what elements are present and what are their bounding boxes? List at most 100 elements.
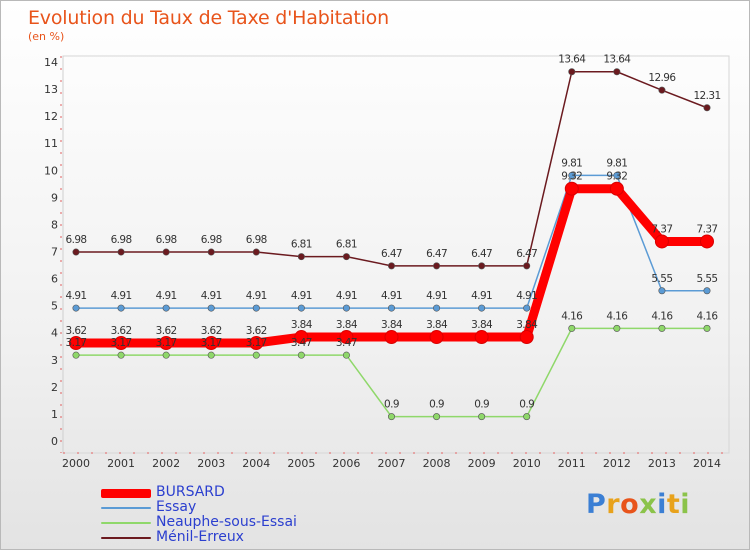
y-tick-label: 9 [51,191,58,204]
data-point [72,351,80,359]
data-point [297,351,305,359]
logo-letter: o [620,489,640,520]
data-point [114,336,129,351]
data-point [568,68,576,76]
y-tick-label: 5 [51,300,58,313]
data-label: 7.37 [651,223,672,235]
data-point [658,86,666,94]
data-point [249,336,264,351]
data-point [474,330,489,345]
y-tick-label: 7 [51,246,58,259]
data-point [207,304,215,312]
data-label: 6.81 [291,239,312,251]
data-label: 0.9 [519,399,534,411]
data-point [703,287,711,295]
data-point [159,336,174,351]
x-tick-label: 2002 [152,457,180,470]
data-label: 3.62 [201,325,222,337]
data-label: 4.91 [381,290,402,302]
data-point [297,304,305,312]
data-label: 3.62 [66,325,87,337]
data-point [478,262,486,270]
data-point [387,304,395,312]
x-tick-label: 2006 [332,457,360,470]
data-point [613,68,621,76]
y-tick-label: 3 [51,354,58,367]
data-label: 6.98 [201,234,222,246]
data-point [700,234,714,249]
data-label: 4.91 [426,290,447,302]
data-label: 4.16 [697,310,719,322]
legend-label: Essay [156,499,197,515]
data-point [658,324,666,332]
data-label: 6.98 [111,234,132,246]
data-label: 6.47 [381,248,402,260]
legend-swatch [101,522,151,524]
x-tick-label: 2000 [62,457,90,470]
data-label: 6.47 [426,248,447,260]
data-label: 3.17 [156,337,177,349]
data-label: 0.9 [474,399,489,411]
data-point [297,253,305,261]
data-label: 3.62 [156,325,177,337]
data-point [342,351,350,359]
data-point [69,336,83,351]
data-label: 3.84 [381,319,403,331]
data-point [117,304,125,312]
x-tick-label: 2011 [558,457,586,470]
data-label: 5.55 [697,273,718,285]
x-tick-label: 2008 [423,457,451,470]
data-label: 12.96 [648,72,676,84]
data-label: 4.16 [651,310,673,322]
data-label: 7.37 [697,223,718,235]
data-label: 4.16 [606,310,628,322]
data-label: 3.84 [291,319,313,331]
data-point [162,351,170,359]
x-tick-label: 2003 [197,457,225,470]
x-tick-label: 2010 [513,457,541,470]
data-point [384,330,399,345]
data-point [387,413,395,421]
data-point [252,304,260,312]
data-point [523,262,531,270]
data-label: 4.91 [66,290,87,302]
legend-swatch [101,537,151,539]
y-tick-label: 12 [44,110,58,123]
data-label: 9.81 [561,157,582,169]
chart-title: Evolution du Taux de Taxe d'Habitation [28,7,389,29]
data-label: 6.98 [66,234,87,246]
data-label: 3.17 [111,337,132,349]
data-label: 3.62 [111,325,132,337]
x-tick-label: 2012 [603,457,631,470]
data-point [433,304,441,312]
data-label: 0.9 [429,399,444,411]
data-label: 4.91 [201,290,222,302]
data-label: 13.64 [603,54,631,66]
data-point [387,262,395,270]
data-label: 6.47 [516,248,537,260]
data-point [433,262,441,270]
logo-letter: r [606,489,621,520]
data-point [703,324,711,332]
y-tick-label: 0 [51,435,58,448]
data-point [523,304,531,312]
data-label: 9.81 [606,157,627,169]
data-label: 3.62 [246,325,267,337]
chart-legend: BURSARD Essay Neauphe-sous-Essai Ménil-Erre… [101,485,297,545]
data-point [654,234,669,249]
data-label: 3.84 [516,319,538,331]
y-tick-label: 2 [51,381,58,394]
logo-letter: t [666,489,681,520]
data-point [478,304,486,312]
x-tick-label: 2001 [107,457,135,470]
data-point [609,181,624,196]
data-label: 9.32 [606,171,627,183]
data-label: 4.91 [471,290,492,302]
data-point [613,171,621,179]
data-label: 3.84 [471,319,493,331]
data-label: 3.84 [426,319,448,331]
legend-label: Neauphe-sous-Essai [156,514,297,530]
legend-label: Ménil-Erreux [156,529,244,545]
data-label: 4.91 [246,290,267,302]
